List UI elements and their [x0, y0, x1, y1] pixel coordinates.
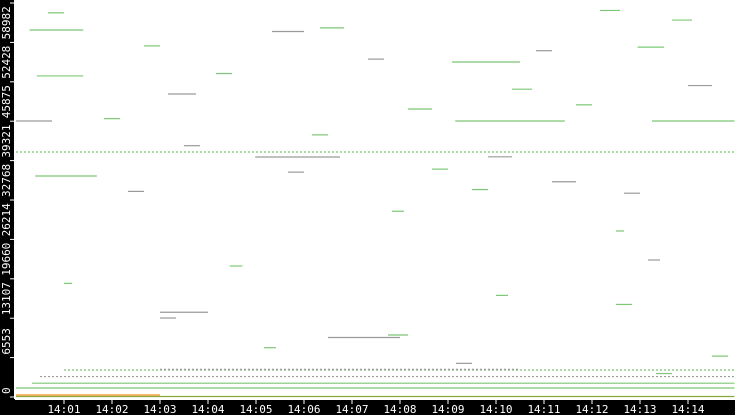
x-tick-label: 14:14	[671, 403, 704, 415]
x-tick-label: 14:01	[47, 403, 80, 415]
x-tick-label: 14:05	[239, 403, 272, 415]
y-tick-label: 32768	[0, 164, 13, 197]
x-tick-label: 14:10	[479, 403, 512, 415]
y-tick-label: 13107	[0, 282, 13, 315]
plot-area	[15, 0, 735, 399]
y-tick-label: 45875	[0, 85, 13, 118]
x-tick-label: 14:03	[143, 403, 176, 415]
x-tick-label: 14:09	[431, 403, 464, 415]
x-tick-label: 14:11	[527, 403, 560, 415]
y-tick-label: 6553	[0, 328, 13, 355]
x-tick-label: 14:12	[575, 403, 608, 415]
x-tick-label: 14:04	[191, 403, 224, 415]
y-tick-label: 19660	[0, 243, 13, 276]
x-tick-label: 14:08	[383, 403, 416, 415]
x-tick-label: 14:13	[623, 403, 656, 415]
x-tick-label: 14:02	[95, 403, 128, 415]
y-tick-label: 26214	[0, 203, 13, 236]
x-tick-label: 14:07	[335, 403, 368, 415]
y-tick-label: 39321	[0, 124, 13, 157]
y-tick-label: 52428	[0, 46, 13, 79]
y-tick-label: 58982	[0, 6, 13, 39]
x-tick-label: 14:06	[287, 403, 320, 415]
y-tick-label: 0	[0, 387, 13, 394]
